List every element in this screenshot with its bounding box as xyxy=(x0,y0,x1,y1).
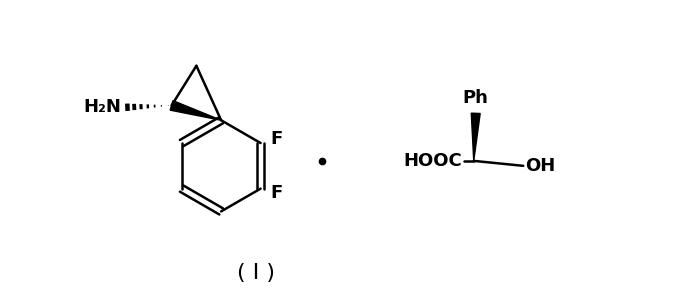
Text: OH: OH xyxy=(525,157,555,175)
Text: ( I ): ( I ) xyxy=(237,263,275,283)
Text: F: F xyxy=(270,184,283,202)
Polygon shape xyxy=(170,101,221,120)
Text: H₂N: H₂N xyxy=(83,98,121,116)
Text: HOOC: HOOC xyxy=(403,152,462,170)
Text: Ph: Ph xyxy=(463,89,488,107)
Polygon shape xyxy=(471,113,480,161)
Text: F: F xyxy=(270,130,283,148)
